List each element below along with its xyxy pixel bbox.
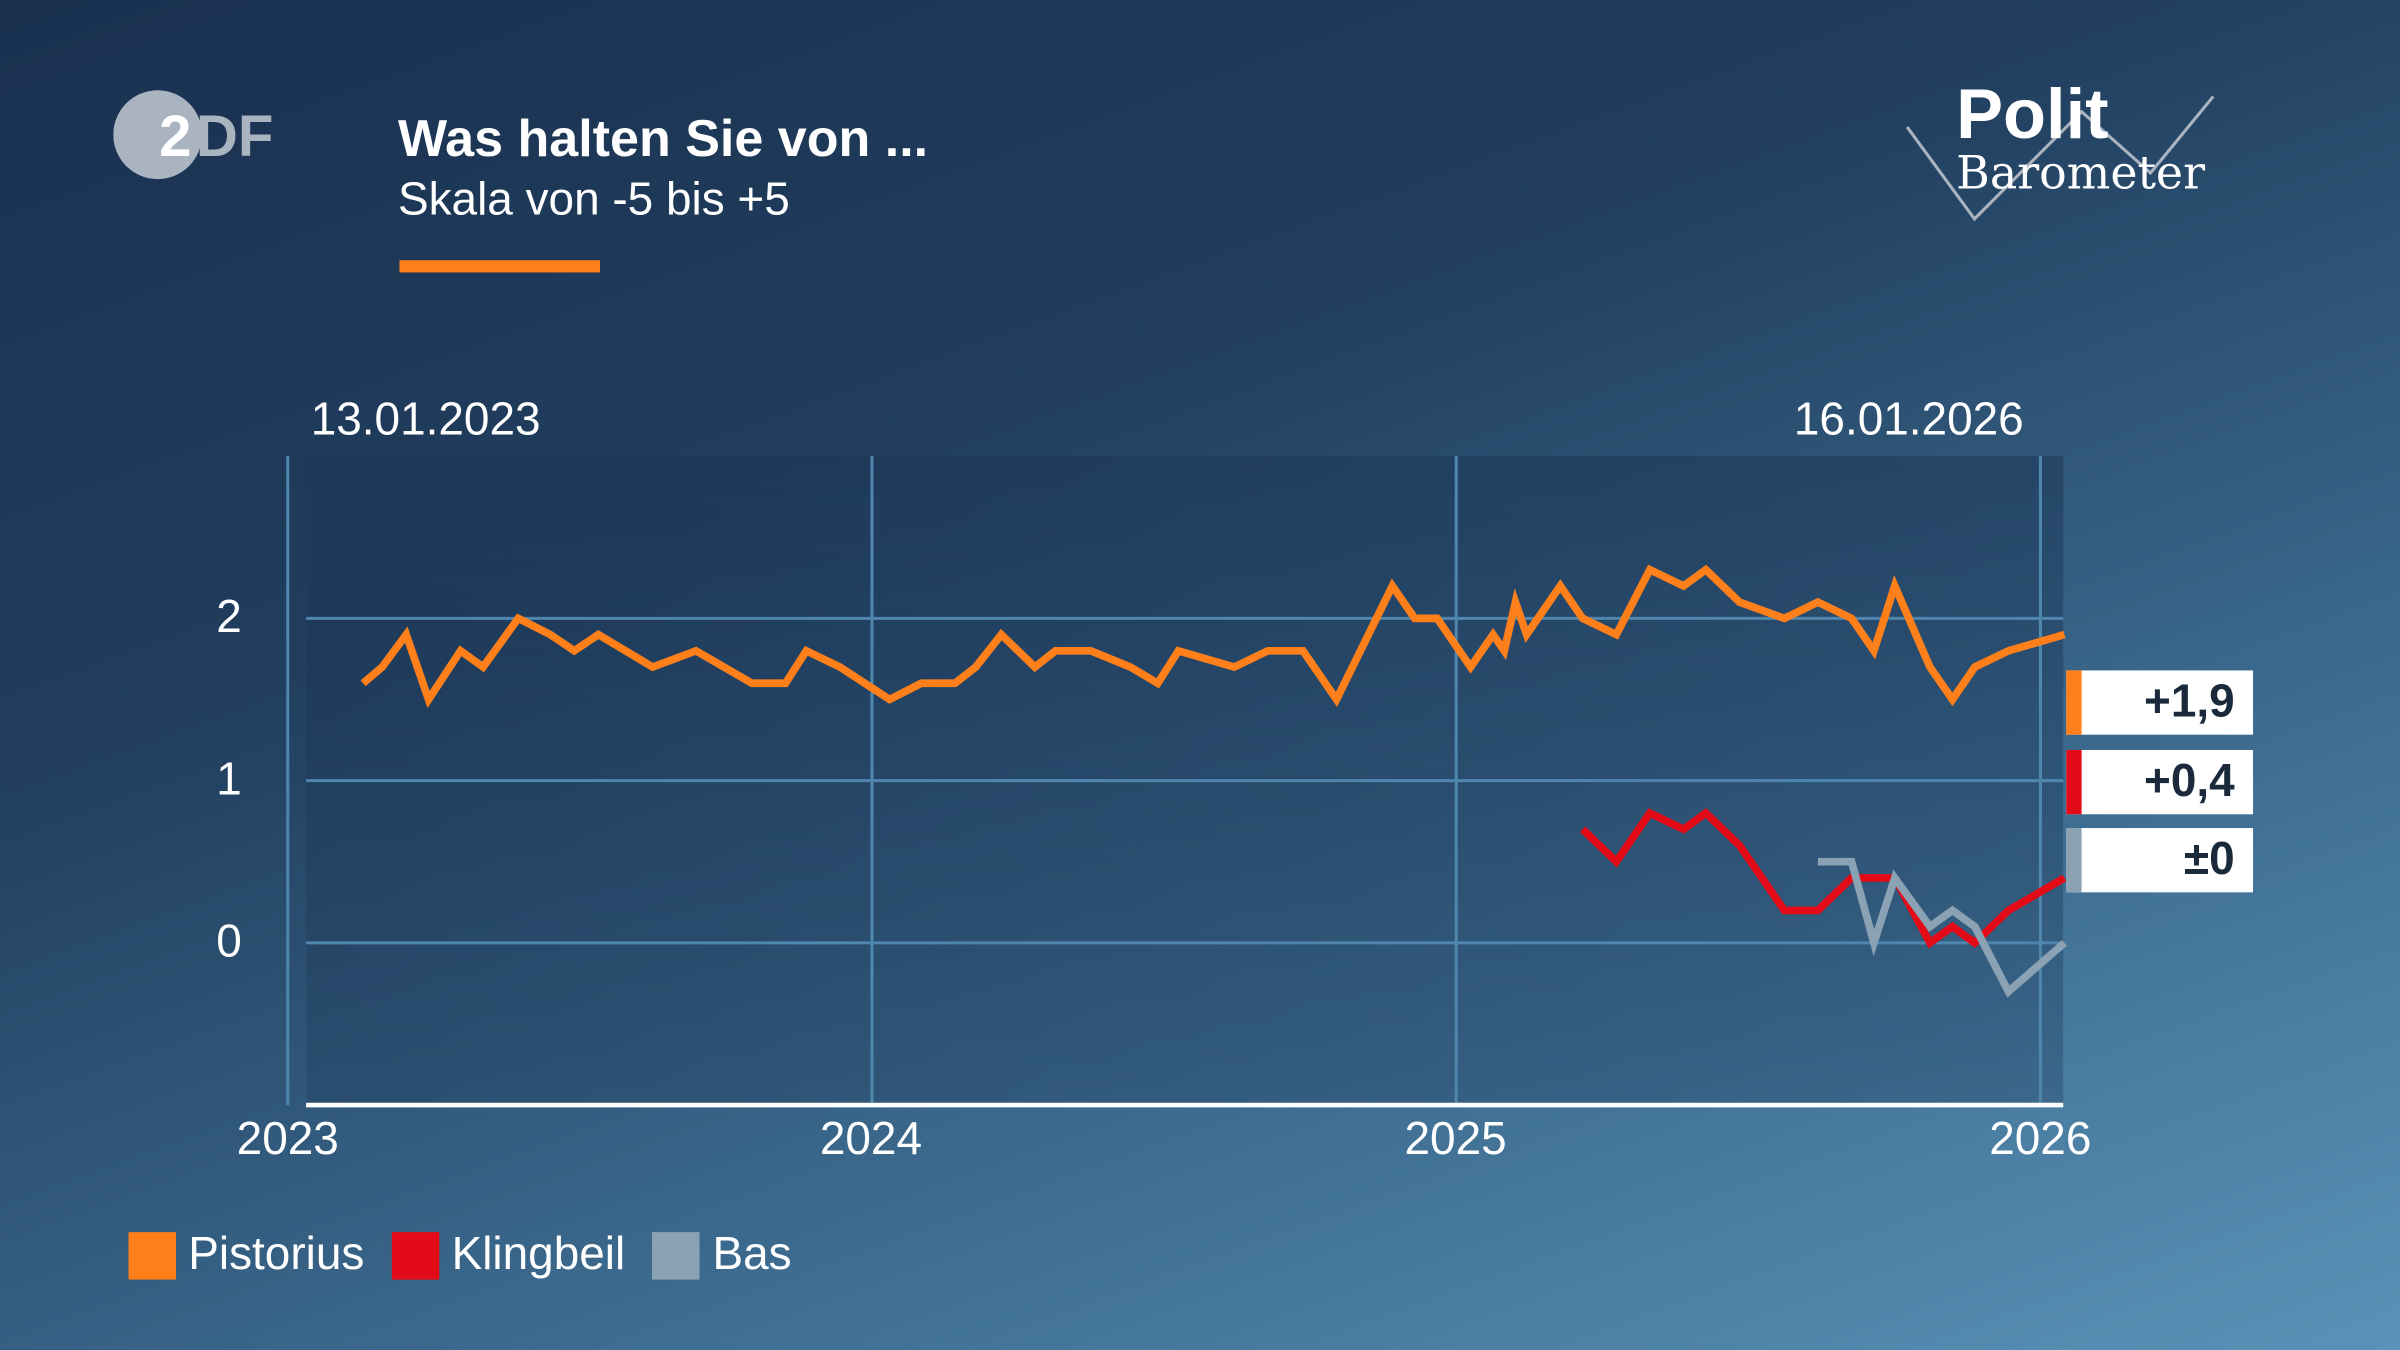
value-label-bas: ±0 [2066,828,2254,893]
x-tick-label: 2025 [1404,1114,1507,1165]
value-text: ±0 [2183,834,2235,885]
legend-label: Bas [712,1229,792,1280]
chart-subtitle: Skala von -5 bis +5 [397,174,790,225]
legend-swatch [391,1231,440,1279]
svg-text:2: 2 [159,104,191,169]
legend-swatch [128,1231,177,1279]
svg-text:Barometer: Barometer [1956,145,2205,199]
y-tick-label: 0 [216,916,242,968]
legend-label: Pistorius [188,1229,365,1280]
svg-text:Polit: Polit [1956,74,2109,153]
politbarometer-logo: Polit Barometer [1905,74,2215,222]
value-text: +0,4 [2144,756,2235,807]
value-text: +1,9 [2144,676,2235,728]
y-tick-label: 2 [216,592,242,643]
y-tick-label: 1 [216,754,242,806]
legend-item-pistorius: Pistorius [128,1229,365,1281]
series-line-bas [1817,857,2067,998]
series-line-klingbeil [1579,808,2067,949]
legend: Pistorius Klingbeil Bas [128,1229,820,1281]
x-tick-label: 2023 [236,1114,339,1165]
legend-item-bas: Bas [652,1229,792,1281]
legend-item-klingbeil: Klingbeil [391,1229,626,1281]
chart-title: Was halten Sie von ... [397,110,929,169]
x-tick-label: 2026 [1989,1114,2092,1165]
start-date-label: 13.01.2023 [310,394,541,446]
zdf-logo: 2 DF [113,90,274,180]
value-label-klingbeil: +0,4 [2066,749,2254,815]
value-label-pistorius: +1,9 [2066,670,2254,735]
svg-text:DF: DF [196,104,274,169]
legend-label: Klingbeil [451,1229,626,1280]
series-line-pistorius [360,564,2066,709]
legend-swatch [652,1231,701,1279]
x-tick-label: 2024 [819,1114,922,1165]
end-date-label: 16.01.2026 [1793,394,2024,446]
title-accent-bar [399,260,600,273]
